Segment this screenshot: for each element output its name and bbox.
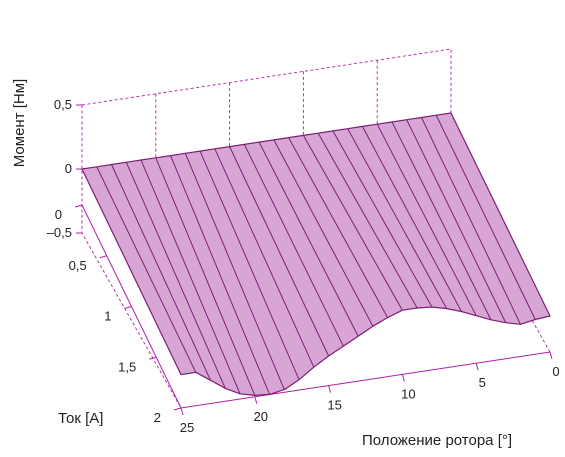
x-tick-label: 25 [180, 420, 194, 435]
y-tick [74, 204, 83, 208]
surface-strip [391, 121, 492, 321]
surface-strip [406, 119, 507, 323]
y-tick-label: 1,5 [118, 359, 136, 374]
y-axis-label: Ток [А] [58, 410, 103, 427]
surface-strip [243, 144, 344, 347]
surface-strip [170, 155, 271, 395]
ticks: 0,5 0 –0,5 0 0,5 1 1,5 2 25 20 15 10 5 0 [47, 97, 560, 435]
surface-strip [421, 117, 521, 325]
surface-strip [376, 123, 477, 316]
surface-strip [258, 141, 359, 337]
x-tick-label: 20 [254, 409, 268, 424]
y-tick-label: 1 [104, 309, 111, 324]
labels: Момент [Нм] Ток [А] Положение ротора [°] [11, 79, 512, 449]
surface [81, 112, 551, 396]
x-tick [475, 363, 479, 371]
surface-strip [125, 162, 226, 389]
surface-strip [273, 139, 374, 327]
surface-strip [155, 157, 256, 396]
surface-strip [347, 128, 448, 309]
y-tick [124, 306, 132, 309]
surface-strip [435, 115, 536, 320]
surface-strip [317, 132, 418, 309]
x-tick [328, 385, 332, 393]
z-tick-label: 0,5 [54, 97, 72, 112]
surface-strip [302, 135, 403, 311]
x-tick-label: 15 [327, 398, 341, 413]
surface-strip [214, 148, 315, 368]
y-tick-label: 0,5 [69, 258, 87, 273]
y-tick-label: 2 [154, 410, 161, 425]
y-tick [99, 255, 107, 259]
x-tick [401, 374, 405, 382]
x-axis-label: Положение ротора [°] [362, 432, 512, 449]
y-tick [173, 407, 182, 411]
x-tick [254, 396, 258, 404]
surface-strip [184, 153, 285, 390]
x-tick-label: 0 [552, 364, 559, 379]
x-tick [549, 351, 553, 360]
x-tick-label: 10 [401, 386, 415, 401]
surface-strip [199, 150, 300, 380]
y-tick [149, 356, 157, 360]
surface-strip [229, 146, 330, 357]
z-tick-label: 0 [65, 161, 72, 176]
z-tick-label: –0,5 [47, 225, 72, 240]
z-axis-label: Момент [Нм] [11, 79, 28, 167]
y-tick-label: 0 [55, 207, 62, 222]
surface-strip [288, 137, 389, 318]
surface-strip [140, 159, 241, 394]
surface-strip [361, 126, 462, 312]
surface-strip [111, 164, 211, 381]
x-tick [180, 407, 184, 416]
x-tick-label: 5 [479, 375, 486, 390]
surface-strip [332, 130, 433, 308]
surface-strip [96, 166, 197, 373]
